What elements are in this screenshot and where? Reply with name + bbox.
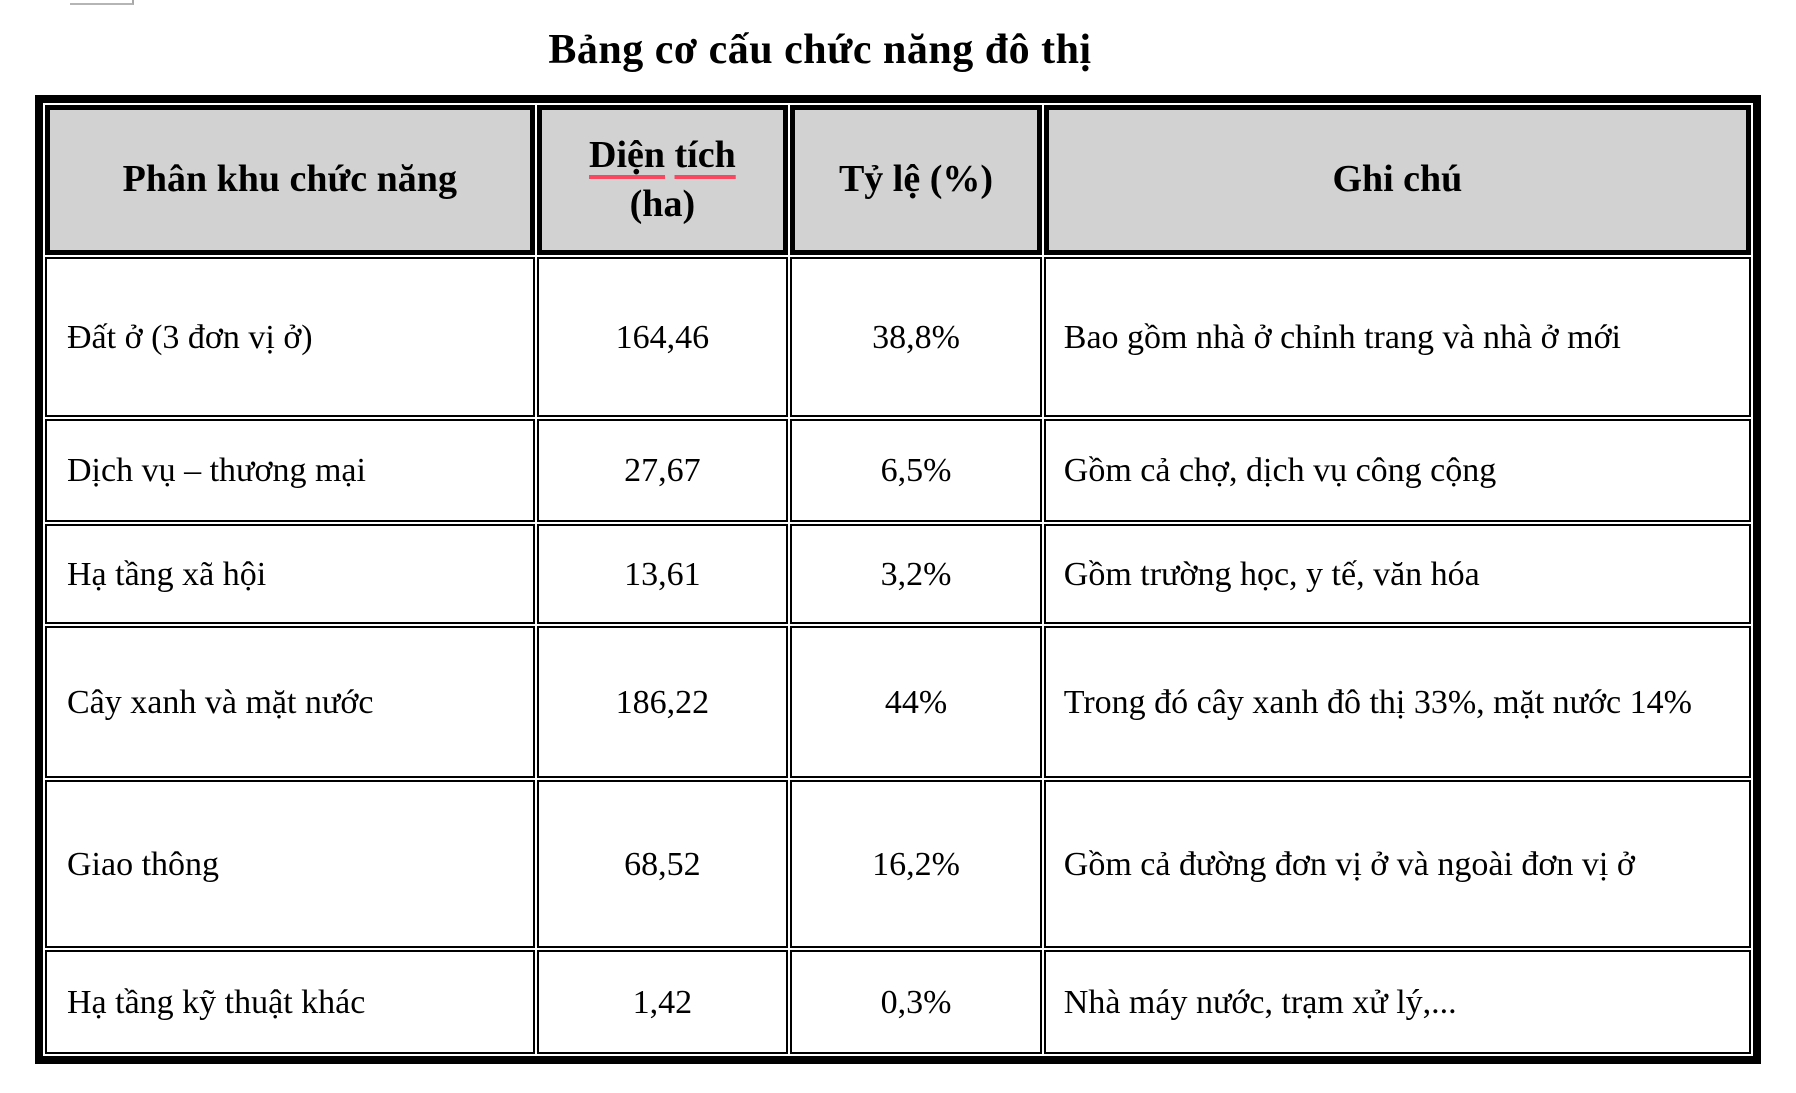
- column-header-area-word1: Diện: [589, 133, 666, 176]
- cell-area: 1,42: [536, 950, 789, 1054]
- column-header-function: Phân khu chức năng: [45, 105, 535, 255]
- cell-note: Gồm trường học, y tế, văn hóa: [1043, 524, 1751, 624]
- cropped-ui-fragment: [70, 0, 134, 5]
- table-header-row: Phân khu chức năng Diện tích (ha) Tỷ lệ …: [45, 105, 1751, 255]
- cell-ratio: 38,8%: [790, 257, 1042, 417]
- urban-function-table: Phân khu chức năng Diện tích (ha) Tỷ lệ …: [35, 95, 1761, 1064]
- cell-area: 186,22: [536, 626, 789, 778]
- column-header-area-unit: (ha): [629, 183, 696, 225]
- cell-function: Giao thông: [45, 780, 535, 948]
- cell-function: Cây xanh và mặt nước: [45, 626, 535, 778]
- cell-note: Bao gồm nhà ở chỉnh trang và nhà ở mới: [1043, 257, 1751, 417]
- column-header-ratio: Tỷ lệ (%): [790, 105, 1042, 255]
- cell-function: Hạ tầng kỹ thuật khác: [45, 950, 535, 1054]
- table-row: Hạ tầng kỹ thuật khác 1,42 0,3% Nhà máy …: [45, 950, 1751, 1054]
- table-row: Dịch vụ – thương mại 27,67 6,5% Gồm cả c…: [45, 419, 1751, 522]
- cell-note: Gồm cả đường đơn vị ở và ngoài đơn vị ở: [1043, 780, 1751, 948]
- table-row: Đất ở (3 đơn vị ở) 164,46 38,8% Bao gồm …: [45, 257, 1751, 417]
- column-header-area: Diện tích (ha): [536, 105, 789, 255]
- cell-ratio: 44%: [790, 626, 1042, 778]
- cell-ratio: 16,2%: [790, 780, 1042, 948]
- column-header-note-label: Ghi chú: [1332, 158, 1463, 201]
- cell-note: Nhà máy nước, trạm xử lý,...: [1043, 950, 1751, 1054]
- cell-function: Dịch vụ – thương mại: [45, 419, 535, 522]
- column-header-function-label: Phân khu chức năng: [122, 158, 457, 201]
- column-header-ratio-label: Tỷ lệ (%): [838, 158, 994, 201]
- column-header-area-word2: tích: [674, 133, 736, 176]
- table-row: Cây xanh và mặt nước 186,22 44% Trong đó…: [45, 626, 1751, 778]
- cell-note: Trong đó cây xanh đô thị 33%, mặt nước 1…: [1043, 626, 1751, 778]
- cell-function: Hạ tầng xã hội: [45, 524, 535, 624]
- cell-function: Đất ở (3 đơn vị ở): [45, 257, 535, 417]
- cell-area: 13,61: [536, 524, 789, 624]
- table-row: Giao thông 68,52 16,2% Gồm cả đường đơn …: [45, 780, 1751, 948]
- cell-note: Gồm cả chợ, dịch vụ công cộng: [1043, 419, 1751, 522]
- cell-area: 27,67: [536, 419, 789, 522]
- page-title: Bảng cơ cấu chức năng đô thị: [548, 27, 1092, 73]
- cell-area: 164,46: [536, 257, 789, 417]
- cell-area: 68,52: [536, 780, 789, 948]
- cell-ratio: 6,5%: [790, 419, 1042, 522]
- table-row: Hạ tầng xã hội 13,61 3,2% Gồm trường học…: [45, 524, 1751, 624]
- cell-ratio: 3,2%: [790, 524, 1042, 624]
- cell-ratio: 0,3%: [790, 950, 1042, 1054]
- column-header-note: Ghi chú: [1043, 105, 1751, 255]
